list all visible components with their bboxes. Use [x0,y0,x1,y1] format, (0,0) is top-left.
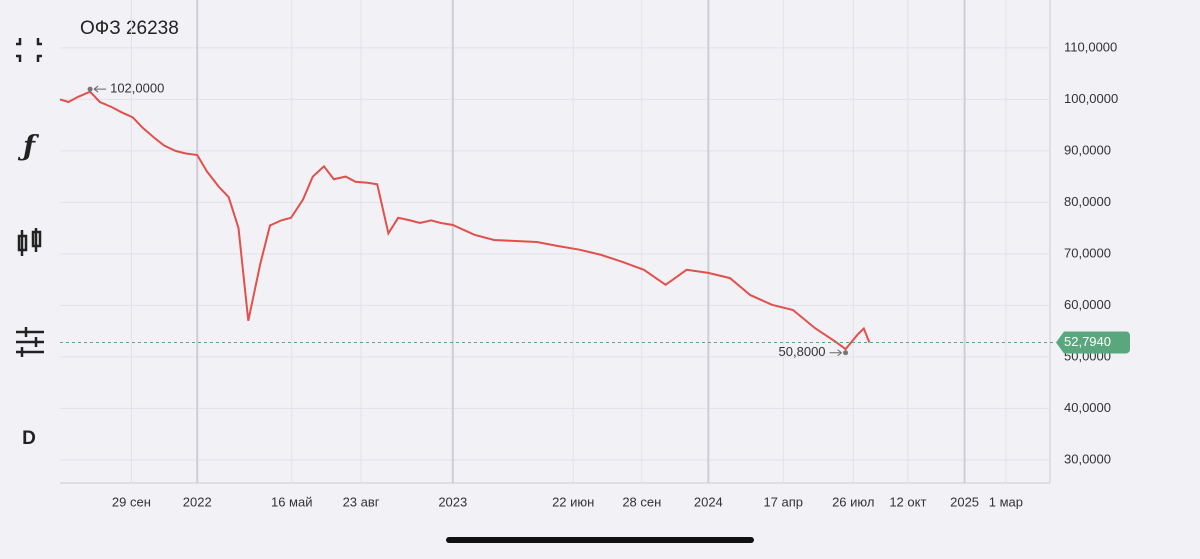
chart-title: ОФЗ 26238 [80,18,179,39]
extreme-marker [843,350,849,356]
fullscreen-icon[interactable] [16,38,42,62]
toolbar[interactable] [16,38,44,357]
x-tick-label: 29 сен [112,494,151,509]
indicator-button[interactable]: ƒ [17,130,40,163]
annotation-label: 50,8000 [779,344,826,359]
x-tick-label: 2022 [183,494,212,509]
candle-icon[interactable] [20,228,38,256]
y-tick-label: 100,0000 [1064,91,1118,106]
y-tick-label: 30,0000 [1064,451,1111,466]
x-tick-label: 2024 [694,494,723,509]
price-line [59,90,871,351]
period-button[interactable]: D [22,428,36,449]
x-tick-label: 1 мар [989,494,1023,509]
home-indicator [446,537,754,543]
y-tick-label: 40,0000 [1064,400,1111,415]
y-tick-label: 110,0000 [1064,39,1117,54]
x-tick-label: 28 сен [622,494,661,509]
x-tick-label: 12 окт [889,494,926,509]
last-price-tag [1056,331,1130,354]
y-tick-label: 70,0000 [1064,245,1111,260]
y-tick-label: 60,0000 [1064,297,1111,312]
y-tick-label: 90,0000 [1064,142,1111,157]
x-tick-label: 26 июл [832,494,874,509]
annotation-label: 102,0000 [110,81,164,96]
x-tick-label: 22 июн [552,494,594,509]
last-price-label: 52,7940 [1064,334,1111,349]
x-tick-label: 16 май [271,494,313,509]
annotation-arrow [93,85,107,93]
x-tick-label: 23 авг [343,494,380,509]
x-tick-label: 17 апр [763,494,803,509]
settings-icon[interactable] [16,327,44,357]
x-tick-label: 2025 [950,494,979,509]
extreme-marker [87,86,93,92]
x-tick-label: 2023 [438,494,467,509]
annotation-arrow [829,349,842,357]
y-tick-label: 80,0000 [1064,194,1111,209]
